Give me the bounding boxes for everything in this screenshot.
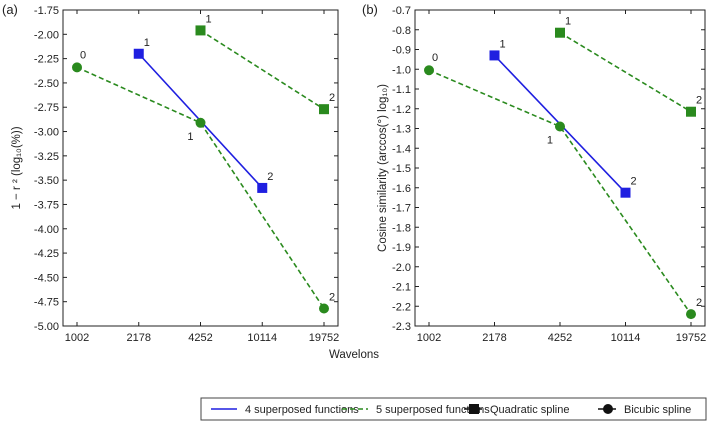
y-axis-label: 1 − r ² (log₁₀(%)) bbox=[11, 126, 23, 209]
x-tick-label: 2178 bbox=[127, 332, 151, 344]
data-point-label: 0 bbox=[80, 49, 86, 61]
y-tick-label: -1.7 bbox=[392, 203, 411, 215]
y-tick-label: -1.1 bbox=[392, 84, 411, 96]
data-point-square bbox=[489, 50, 500, 61]
y-tick-label: -4.50 bbox=[34, 272, 59, 284]
data-point-square bbox=[555, 27, 565, 38]
y-tick-label: -1.75 bbox=[34, 5, 59, 17]
legend-label: 4 superposed functions bbox=[245, 404, 359, 416]
panel-label: (b) bbox=[362, 2, 378, 17]
data-point-label: 1 bbox=[547, 135, 553, 147]
data-point-square bbox=[133, 48, 144, 59]
y-tick-label: -3.50 bbox=[34, 175, 59, 187]
data-point-circle bbox=[72, 62, 82, 73]
panel-b-chart: (b) -0.7 -0.8 -0.9 -1.0 -1.1 -1.2 -1.3 -1.4 -1.5 -… bbox=[362, 2, 706, 344]
y-tick-label: -4.00 bbox=[34, 224, 59, 236]
series-line bbox=[76, 66, 325, 309]
x-tick-label: 2178 bbox=[482, 332, 506, 344]
legend-label: Quadratic spline bbox=[490, 404, 570, 416]
legend-label: Bicubic spline bbox=[624, 404, 691, 416]
y-tick-label: -0.7 bbox=[392, 5, 411, 17]
y-tick-label: -1.6 bbox=[392, 183, 411, 195]
y-tick-label: -4.25 bbox=[34, 248, 59, 260]
y-tick-label: -2.25 bbox=[34, 54, 59, 66]
data-point-label: 2 bbox=[329, 92, 335, 104]
data-point-label: 1 bbox=[206, 13, 212, 25]
y-tick-label: -2.00 bbox=[34, 29, 59, 41]
x-tick-label: 4252 bbox=[548, 332, 572, 344]
series-line bbox=[200, 29, 325, 110]
y-tick-label: -1.2 bbox=[392, 104, 411, 116]
data-point-label: 2 bbox=[329, 291, 335, 303]
y-tick-label: -0.8 bbox=[392, 25, 411, 37]
y-tick-label: -2.75 bbox=[34, 102, 59, 114]
series-line bbox=[428, 69, 692, 315]
data-point-label: 1 bbox=[500, 38, 506, 50]
legend-circle-swatch bbox=[603, 404, 613, 414]
y-tick-label: -3.00 bbox=[34, 127, 59, 139]
y-tick-label: -1.9 bbox=[392, 242, 411, 254]
y-tick-label: -0.9 bbox=[392, 45, 411, 57]
data-point-circle bbox=[555, 121, 565, 132]
data-point-square bbox=[319, 104, 329, 115]
y-tick-label: -1.8 bbox=[392, 222, 411, 234]
y-tick-label: -4.75 bbox=[34, 297, 59, 309]
data-point-circle bbox=[319, 303, 329, 314]
x-axis-label: Wavelons bbox=[329, 349, 379, 361]
data-point-circle bbox=[195, 117, 206, 128]
y-tick-label: -2.1 bbox=[392, 282, 411, 294]
legend: 4 superposed functions 5 superposed funct… bbox=[200, 397, 707, 421]
x-tick-label: 19752 bbox=[309, 332, 340, 344]
x-tick-label: 1002 bbox=[65, 332, 89, 344]
data-point-label: 1 bbox=[144, 37, 150, 49]
data-point-circle bbox=[686, 309, 696, 320]
data-point-square bbox=[257, 182, 268, 193]
x-tick-label: 19752 bbox=[676, 332, 707, 344]
y-tick-label: -1.5 bbox=[392, 163, 411, 175]
data-point-label: 1 bbox=[187, 131, 193, 143]
data-point-square bbox=[620, 187, 631, 198]
panel-a-chart: (a) -1.75 -2.00 -2.25 -2.50 -2.75 -3.00 -3.25 -3… bbox=[2, 2, 339, 344]
x-tick-label: 10114 bbox=[247, 332, 277, 344]
y-tick-label: -3.75 bbox=[34, 199, 59, 211]
data-point-label: 2 bbox=[631, 176, 637, 188]
y-tick-label: -5.00 bbox=[34, 321, 59, 333]
y-tick-label: -1.3 bbox=[392, 124, 411, 136]
plot-frame bbox=[62, 9, 339, 327]
data-point-label: 2 bbox=[696, 95, 702, 107]
panel-label: (a) bbox=[2, 2, 18, 17]
y-tick-label: -2.2 bbox=[392, 301, 411, 313]
data-point-square bbox=[195, 25, 206, 36]
data-point-square bbox=[686, 106, 696, 117]
data-point-label: 1 bbox=[565, 16, 571, 28]
y-axis-label: Cosine similarity (arccos(°) log₁₀) bbox=[377, 84, 389, 252]
legend-label: 5 superposed functions bbox=[376, 404, 490, 416]
y-tick-label: -3.25 bbox=[34, 151, 59, 163]
y-tick-label: -2.3 bbox=[392, 321, 411, 333]
legend-square-swatch bbox=[469, 404, 479, 414]
y-tick-label: -2.0 bbox=[392, 262, 411, 274]
data-point-label: 2 bbox=[696, 297, 702, 309]
data-point-circle bbox=[424, 65, 434, 76]
y-tick-label: -2.50 bbox=[34, 78, 59, 90]
x-tick-label: 1002 bbox=[417, 332, 441, 344]
data-point-label: 0 bbox=[432, 52, 438, 64]
x-tick-label: 10114 bbox=[611, 332, 641, 344]
y-tick-label: -1.0 bbox=[392, 64, 411, 76]
legend-box bbox=[200, 397, 707, 421]
x-tick-label: 4252 bbox=[188, 332, 212, 344]
data-point-label: 2 bbox=[267, 171, 273, 183]
y-tick-label: -1.4 bbox=[392, 143, 411, 155]
series-line bbox=[559, 32, 692, 113]
plot-frame bbox=[414, 9, 706, 327]
